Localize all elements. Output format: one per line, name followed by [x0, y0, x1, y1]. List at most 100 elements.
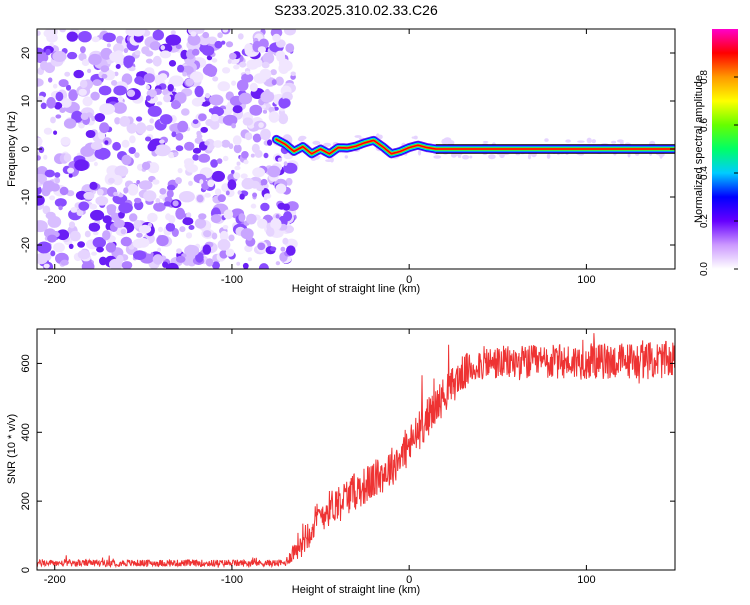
x-tick-label: -100 — [221, 274, 243, 286]
heatmap-cell — [114, 165, 129, 177]
heatmap-cell — [277, 157, 283, 162]
bottom-y-axis-label: SNR (10 * v/v) — [6, 414, 18, 484]
heatmap-cell — [77, 249, 91, 260]
figure-title: S233.2025.310.02.33.C26 — [274, 2, 438, 18]
heatmap-cell — [196, 194, 204, 203]
y-tick-label: -10 — [20, 189, 32, 205]
heatmap-cell — [106, 43, 111, 48]
heatmap-cell — [112, 193, 128, 205]
y-tick-label: 0 — [20, 567, 32, 573]
heatmap-cell — [258, 263, 269, 269]
x-tick-label: -200 — [44, 574, 66, 586]
heatmap-cell — [156, 235, 169, 247]
heatmap-cell — [157, 226, 164, 233]
heatmap-cell — [52, 51, 67, 62]
heatmap-cell — [136, 180, 141, 185]
heatmap-cell — [175, 44, 182, 50]
heatmap-cell — [260, 128, 271, 141]
heatmap-cell — [170, 30, 176, 35]
heatmap-cell — [171, 100, 181, 110]
heatmap-cell — [257, 242, 266, 251]
heatmap-cell — [77, 241, 85, 248]
heatmap-cell — [205, 92, 211, 99]
heatmap-cell — [50, 250, 56, 257]
heatmap-cell — [167, 84, 174, 92]
heatmap-cell — [469, 155, 473, 159]
heatmap-cell — [175, 207, 186, 220]
heatmap-cell — [208, 108, 215, 113]
heatmap-cell — [98, 85, 112, 96]
heatmap-cell — [263, 196, 268, 201]
heatmap-cell — [43, 29, 53, 38]
heatmap-cell — [68, 221, 76, 229]
heatmap-cell — [165, 34, 182, 46]
heatmap-cell — [219, 230, 229, 242]
heatmap-cell — [237, 190, 242, 195]
heatmap-cell — [182, 71, 188, 77]
heatmap-cell — [54, 177, 60, 184]
heatmap-cell — [234, 165, 241, 171]
heatmap-cell — [191, 48, 200, 56]
heatmap-cell — [112, 175, 123, 186]
heatmap-cell — [90, 141, 103, 150]
heatmap-cell — [228, 234, 235, 242]
heatmap-cell — [64, 71, 71, 77]
heatmap-cell — [171, 131, 177, 138]
heatmap-cell — [187, 34, 201, 46]
heatmap-cell — [119, 116, 131, 127]
heatmap-cell — [37, 181, 41, 188]
heatmap-cell — [262, 109, 268, 114]
heatmap-cell — [204, 140, 210, 146]
heatmap-cell — [89, 181, 98, 190]
heatmap-cell — [627, 152, 631, 158]
heatmap-cell — [96, 246, 104, 253]
heatmap-cell — [55, 114, 62, 119]
heatmap-cell — [280, 98, 291, 108]
colorbar-tick-label: 0.6 — [699, 118, 710, 132]
heatmap-cell — [201, 180, 210, 191]
colorbar-gradient — [712, 29, 738, 269]
y-tick-label: 0 — [20, 146, 32, 152]
heatmap-cell — [233, 64, 240, 70]
heatmap-cell — [285, 177, 293, 186]
heatmap-cell — [175, 177, 182, 185]
heatmap-cell — [67, 51, 78, 60]
heatmap-cell — [285, 47, 292, 52]
colorbar-tick-label: 0.4 — [699, 166, 710, 180]
heatmap-cell — [246, 213, 257, 225]
heatmap-cell — [221, 139, 231, 148]
heatmap-cell — [488, 154, 496, 160]
heatmap-cell — [58, 79, 69, 88]
heatmap-cell — [247, 257, 252, 262]
heatmap-cell — [268, 111, 280, 123]
heatmap-cell — [144, 50, 154, 57]
heatmap-cell — [37, 253, 48, 265]
heatmap-cell — [90, 91, 100, 101]
heatmap-cell — [52, 83, 58, 89]
heatmap-cell — [577, 140, 585, 143]
heatmap-cell — [258, 122, 264, 128]
heatmap-cell — [159, 114, 173, 125]
heatmap-cell — [166, 189, 174, 198]
heatmap-cell — [102, 230, 111, 241]
heatmap-cell — [81, 58, 90, 67]
heatmap-cell — [91, 36, 100, 43]
heatmap-cell — [63, 153, 72, 163]
heatmap-cell — [232, 135, 242, 146]
heatmap-cell — [55, 91, 64, 102]
heatmap-cell — [68, 173, 73, 178]
heatmap-cell — [82, 96, 93, 107]
heatmap-cell — [273, 106, 279, 111]
heatmap-cell — [114, 71, 119, 77]
heatmap-cell — [68, 243, 74, 249]
heatmap-cell — [105, 242, 117, 253]
heatmap-cell — [106, 204, 116, 216]
heatmap-cell — [128, 147, 136, 154]
heatmap-cell — [163, 201, 172, 207]
heatmap-cell — [79, 79, 88, 89]
heatmap-cell — [112, 102, 127, 114]
heatmap-cell — [85, 130, 96, 138]
heatmap-cell — [78, 31, 92, 43]
heatmap-cell — [263, 152, 269, 159]
